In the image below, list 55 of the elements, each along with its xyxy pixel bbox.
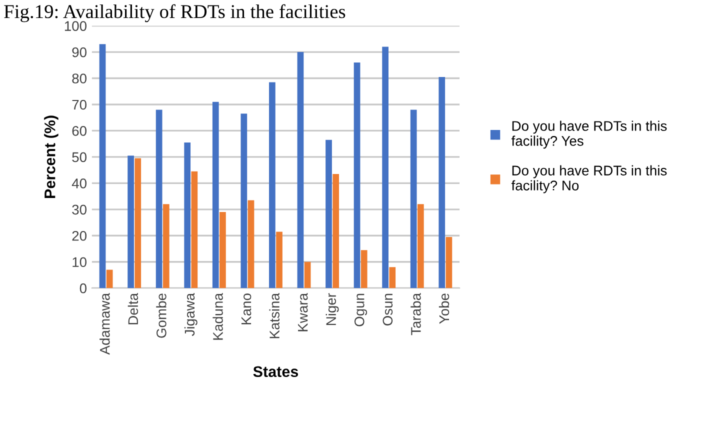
- x-tick-label: Osun: [382, 294, 393, 326]
- y-tick-label: 30: [72, 204, 87, 215]
- y-tick-label: 50: [72, 152, 87, 162]
- y-tick-label: 60: [72, 126, 87, 136]
- x-tick-label: Jigawa: [184, 292, 198, 336]
- chart-title: Fig.19: Availability of RDTs in the facilities: [4, 4, 346, 22]
- bar: [389, 267, 396, 288]
- legend-label: Do you have RDTs in this facility? Yes: [511, 120, 667, 149]
- bar: [248, 200, 254, 288]
- y-tick-label: 10: [72, 257, 87, 268]
- bar: [99, 44, 106, 288]
- bar: [382, 46, 388, 288]
- bar: [410, 110, 417, 288]
- y-tick-label: 100: [64, 21, 87, 31]
- x-tick-label: Kaduna: [212, 292, 223, 340]
- x-tick-label: Yobe: [438, 294, 450, 324]
- bar: [191, 171, 198, 288]
- bar: [304, 262, 311, 288]
- y-tick-label: 20: [72, 230, 87, 241]
- bar: [134, 158, 142, 288]
- bar: [276, 232, 282, 288]
- x-tick-label: Adamawa: [100, 292, 110, 355]
- bar: [212, 102, 219, 288]
- bar: [184, 142, 191, 288]
- legend-label: Do you have RDTs in this facility? No: [511, 165, 667, 194]
- y-tick-label: 0: [80, 283, 87, 294]
- x-tick-label: Delta: [128, 292, 138, 324]
- bar: [332, 174, 340, 288]
- bar: [128, 156, 134, 288]
- y-tick-label: 70: [72, 100, 87, 110]
- bar: [417, 204, 424, 288]
- bar: [354, 62, 360, 288]
- bar: [156, 110, 162, 288]
- x-axis-title: States: [253, 366, 298, 378]
- bar: [438, 76, 446, 288]
- x-tick-label: Gombe: [156, 294, 166, 338]
- bar: [297, 52, 304, 288]
- x-tick-label: Ogun: [354, 294, 368, 326]
- bar: [360, 250, 368, 288]
- x-tick-label: Taraba: [410, 292, 421, 336]
- x-tick-label: Katsina: [269, 292, 280, 338]
- y-tick-label: 90: [72, 47, 87, 58]
- y-tick-label: 80: [72, 74, 87, 84]
- bar: [162, 204, 170, 288]
- x-tick-label: Kwara: [298, 292, 308, 332]
- bar: [220, 212, 226, 288]
- y-tick-label: 40: [72, 178, 87, 188]
- bar: [240, 114, 248, 288]
- bar: [326, 140, 332, 288]
- y-axis-title: Percent (%): [44, 116, 58, 198]
- bar: [446, 236, 452, 288]
- bar: [269, 82, 276, 288]
- bar: [106, 270, 113, 288]
- x-tick-label: Niger: [326, 293, 339, 326]
- x-tick-label: Kano: [241, 294, 252, 324]
